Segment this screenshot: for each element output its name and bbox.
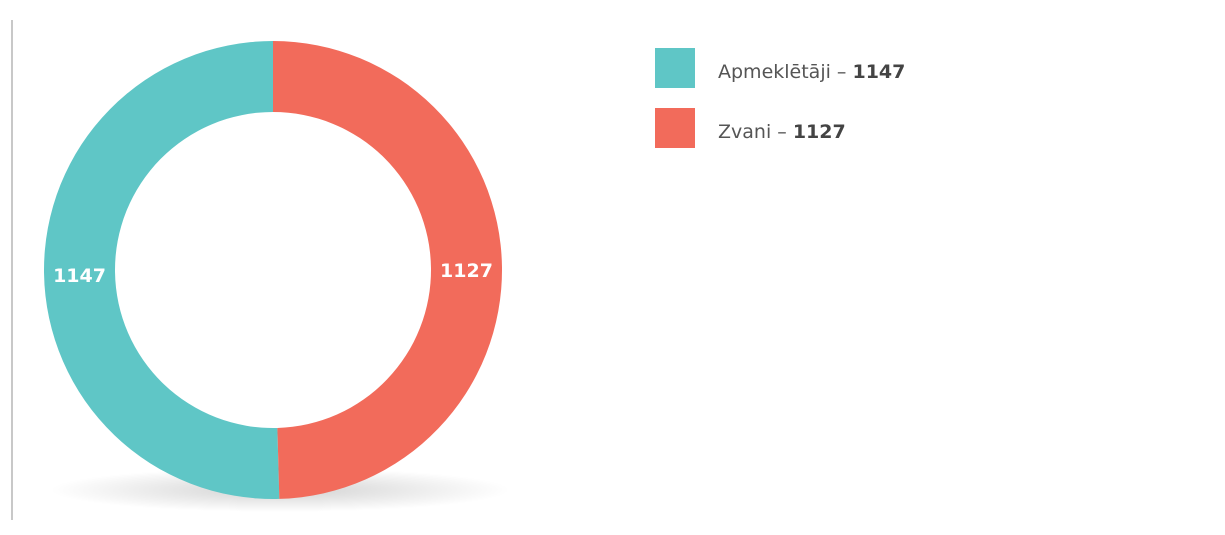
- donut-segment: [44, 41, 280, 499]
- legend-swatch: [655, 48, 695, 88]
- legend-entry: Apmeklētāji – 1147: [718, 61, 905, 83]
- legend-value: 1147: [852, 61, 905, 83]
- legend: Apmeklētāji – 1147 Zvani – 1127: [655, 48, 905, 148]
- legend-entry: Zvani – 1127: [718, 121, 846, 143]
- legend-swatch: [655, 108, 695, 148]
- legend-value: 1127: [793, 121, 846, 143]
- legend-label: Zvani: [718, 121, 771, 143]
- legend-separator: –: [771, 121, 793, 143]
- legend-separator: –: [831, 61, 853, 83]
- donut-segment: [273, 41, 503, 499]
- legend-label: Apmeklētāji: [718, 61, 831, 83]
- donut: 1147 1127: [44, 41, 503, 499]
- data-label: 1147: [53, 265, 106, 287]
- data-label: 1127: [440, 260, 493, 282]
